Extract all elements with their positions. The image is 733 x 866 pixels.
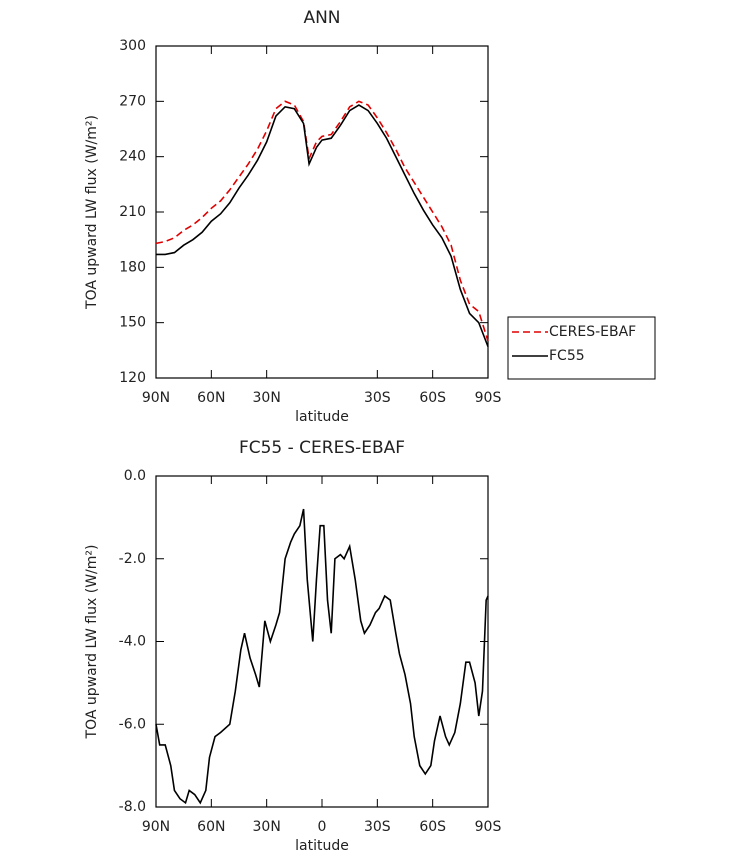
x-tick-label: 90N [142,390,170,406]
y-tick-label: 0.0 [124,468,146,484]
x-tick-label: 60N [197,390,225,406]
y-tick-label: -4.0 [119,634,146,650]
x-tick-label: 30N [253,819,281,835]
y-tick-label: 270 [119,93,146,109]
x-tick-label: 60N [197,819,225,835]
x-axis-label: latitude [295,838,349,854]
y-tick-label: 240 [119,149,146,165]
y-tick-label: 120 [119,370,146,386]
y-tick-label: -6.0 [119,716,146,732]
x-axis-label: latitude [295,409,349,425]
data-line [155,508,489,805]
x-tick-label: 90N [142,819,170,835]
data-line [156,104,489,347]
y-tick-label: -2.0 [119,551,146,567]
y-axis-label: TOA upward LW flux (W/m²) [84,115,100,310]
x-tick-label: 60S [419,390,446,406]
x-tick-label: 60S [419,819,446,835]
x-tick-label: 30N [253,390,281,406]
chart-title: FC55 - CERES-EBAF [239,438,405,458]
x-tick-label: 30S [364,390,391,406]
legend-label: CERES-EBAF [549,324,636,340]
legend-box [507,316,656,380]
chart-title: ANN [303,8,340,28]
plot-frame [155,45,489,379]
y-tick-label: 210 [119,204,146,220]
y-tick-label: 180 [119,259,146,275]
x-tick-label: 0 [318,819,327,835]
x-tick-label: 90S [475,390,502,406]
y-axis-label: TOA upward LW flux (W/m²) [84,545,100,740]
data-line [155,100,489,342]
legend-label: FC55 [549,348,585,364]
x-tick-label: 30S [364,819,391,835]
y-tick-label: 150 [119,315,146,331]
y-tick-label: -8.0 [119,799,146,815]
y-tick-label: 300 [119,38,146,54]
x-tick-label: 90S [475,819,502,835]
